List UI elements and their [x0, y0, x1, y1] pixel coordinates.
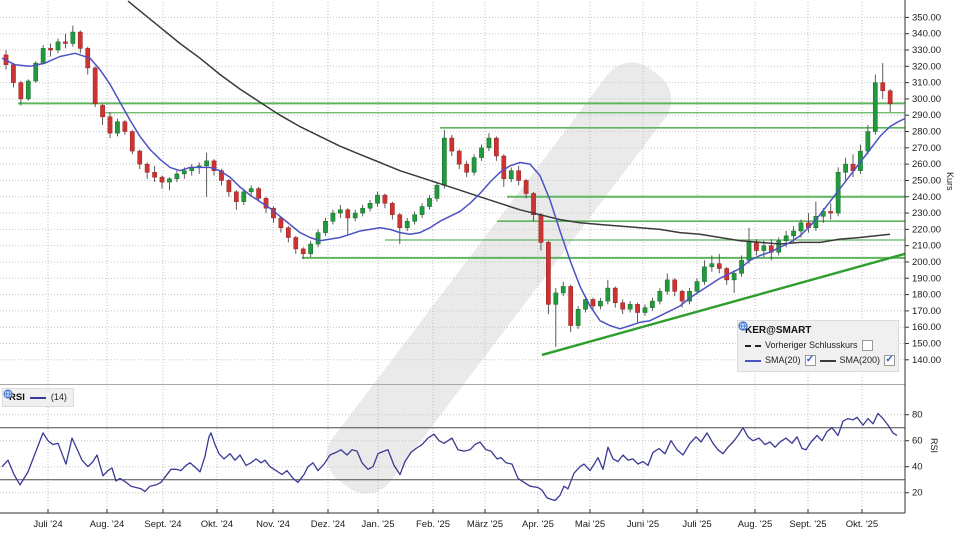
moving-averages: [1, 0, 906, 330]
svg-text:300.00: 300.00: [912, 94, 941, 105]
prev-close-legend-row: Vorheriger Schlusskurs: [745, 339, 891, 352]
svg-text:Juli '24: Juli '24: [33, 519, 62, 530]
svg-text:Juni '25: Juni '25: [627, 519, 659, 530]
watermark-logo: [326, 62, 672, 494]
rsi-axis-title: RSI: [929, 438, 939, 453]
svg-text:Sept. '24: Sept. '24: [144, 519, 181, 530]
svg-text:80: 80: [912, 410, 923, 421]
sma200-line-sample: [819, 359, 836, 362]
rsi-panel: [0, 412, 905, 502]
instrument-name: KER@SMART: [745, 325, 812, 336]
svg-text:150.00: 150.00: [912, 339, 941, 350]
prev-close-label: Vorheriger Schlusskurs: [765, 340, 858, 350]
svg-text:290.00: 290.00: [912, 110, 941, 121]
svg-text:20: 20: [912, 488, 923, 499]
svg-text:220.00: 220.00: [912, 224, 941, 235]
sma200-checkbox[interactable]: [884, 354, 896, 366]
sma20-line: [1, 52, 906, 330]
svg-text:Okt. '25: Okt. '25: [846, 519, 878, 530]
rsi-legend: RSI (14): [2, 388, 74, 407]
sma-legend-row: SMA(20) SMA(200): [738, 321, 896, 367]
svg-text:140.00: 140.00: [912, 355, 941, 366]
svg-text:Jan. '25: Jan. '25: [362, 519, 395, 530]
svg-text:260.00: 260.00: [912, 159, 941, 170]
svg-text:160.00: 160.00: [912, 322, 941, 333]
svg-text:340.00: 340.00: [912, 29, 941, 40]
candlestick-series: [3, 25, 893, 347]
svg-text:230.00: 230.00: [912, 208, 941, 219]
sma20-label: SMA(20): [765, 355, 801, 365]
svg-text:Feb. '25: Feb. '25: [416, 519, 450, 530]
rsi-line-sample: [29, 396, 46, 399]
svg-text:190.00: 190.00: [912, 273, 941, 284]
svg-text:Apr. '25: Apr. '25: [522, 519, 554, 530]
svg-text:350.00: 350.00: [912, 12, 941, 23]
svg-text:60: 60: [912, 436, 923, 447]
svg-text:40: 40: [912, 462, 923, 473]
month-tick-labels: Juli '24 Aug. '24 Sept. '24 Okt. '24 Nov. '2…: [33, 509, 878, 530]
support-resistance-lines: [18, 102, 906, 357]
svg-text:Sept. '25: Sept. '25: [789, 519, 826, 530]
svg-text:Aug. '24: Aug. '24: [90, 519, 125, 530]
svg-text:330.00: 330.00: [912, 45, 941, 56]
svg-text:270.00: 270.00: [912, 143, 941, 154]
sma200-label: SMA(200): [839, 355, 881, 365]
sma200-line: [127, 0, 891, 245]
rsi-param: (14): [50, 392, 67, 402]
svg-text:Aug. '25: Aug. '25: [738, 519, 773, 530]
svg-text:310.00: 310.00: [912, 78, 941, 89]
svg-text:240.00: 240.00: [912, 192, 941, 203]
svg-text:Juli '25: Juli '25: [682, 519, 711, 530]
svg-text:280.00: 280.00: [912, 127, 941, 138]
axes: [0, 0, 906, 514]
sma20-line-sample: [745, 359, 761, 362]
svg-text:März '25: März '25: [467, 519, 503, 530]
svg-text:170.00: 170.00: [912, 306, 941, 317]
svg-text:210.00: 210.00: [912, 241, 941, 252]
svg-text:Dez. '24: Dez. '24: [311, 519, 346, 530]
trend-line: [541, 252, 906, 357]
price-tick-labels: 350.00 340.00 330.00 320.00 310.00 300.00 290.…: [905, 12, 941, 366]
globe-icon[interactable]: [738, 321, 748, 331]
kurs-axis-title: Kurs: [945, 172, 955, 191]
rsi-tick-labels: 80 60 40 20: [905, 410, 923, 499]
svg-text:180.00: 180.00: [912, 290, 941, 301]
svg-text:250.00: 250.00: [912, 175, 941, 186]
svg-text:320.00: 320.00: [912, 61, 941, 72]
svg-text:Mai '25: Mai '25: [575, 519, 605, 530]
rsi-line: [1, 412, 898, 502]
svg-text:Okt. '24: Okt. '24: [201, 519, 233, 530]
price-legend: KER@SMART Vorheriger Schlusskurs SMA(20)…: [737, 320, 899, 372]
prev-close-line-sample: [745, 344, 761, 347]
globe-icon[interactable]: [3, 389, 13, 399]
prev-close-checkbox[interactable]: [861, 340, 873, 351]
svg-text:200.00: 200.00: [912, 257, 941, 268]
svg-text:Nov. '24: Nov. '24: [256, 519, 290, 530]
rsi-label: RSI: [9, 392, 25, 403]
sma20-checkbox[interactable]: [804, 354, 816, 366]
